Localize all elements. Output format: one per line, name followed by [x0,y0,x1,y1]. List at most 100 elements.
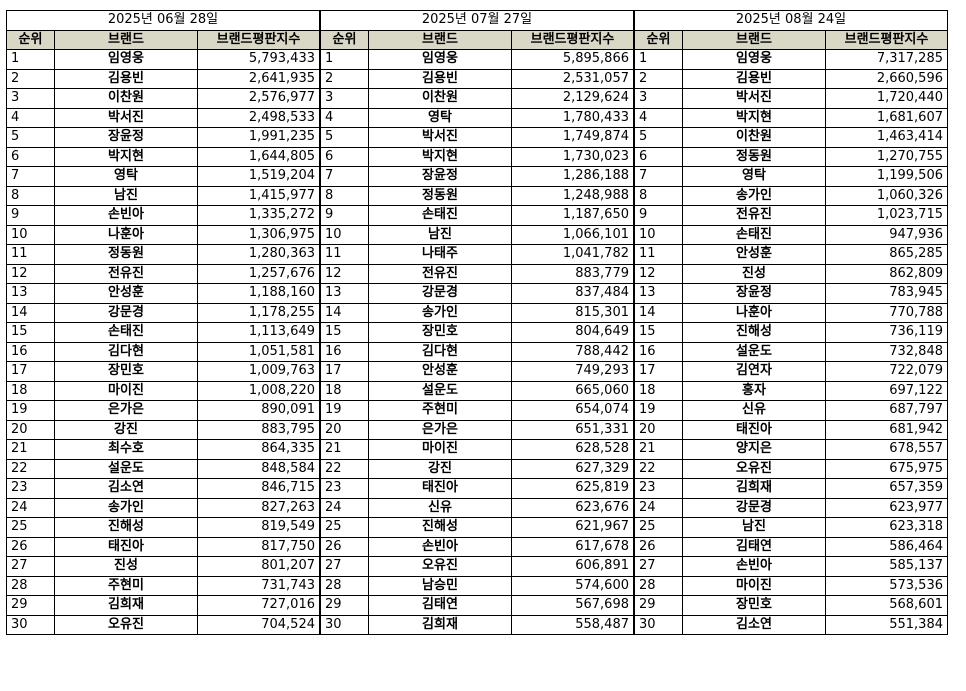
table-row: 26 김태연 586,464 [634,536,948,557]
ranking-table-3: 2025년 08월 24일 순위 브랜드 브랜드평판지수 1 임영웅 7,317,285 2 김… [634,10,948,635]
brand-cell: 남진 [682,517,826,538]
rank-cell: 17 [6,361,55,382]
brand-cell: 남승민 [368,575,512,596]
rank-cell: 8 [320,185,369,206]
rank-cell: 27 [6,556,55,577]
score-cell: 883,795 [197,419,320,440]
table-row: 9 손빈아 1,335,272 [6,205,320,226]
table-row: 12 전유진 883,779 [320,263,634,284]
brand-cell: 전유진 [368,263,512,284]
brand-cell: 장윤정 [682,283,826,304]
score-cell: 883,779 [511,263,634,284]
table-row: 16 김다현 1,051,581 [6,341,320,362]
table-row: 10 나훈아 1,306,975 [6,224,320,245]
rank-cell: 6 [6,146,55,167]
brand-cell: 설운도 [54,458,198,479]
period-date: 2025년 07월 27일 [320,10,634,31]
brand-cell: 진성 [682,263,826,284]
rank-cell: 22 [6,458,55,479]
brand-cell: 은가은 [368,419,512,440]
score-cell: 862,809 [825,263,948,284]
brand-cell: 마이진 [54,380,198,401]
score-header: 브랜드평판지수 [511,29,634,50]
ranking-table-1: 2025년 06월 28일 순위 브랜드 브랜드평판지수 1 임영웅 5,793,433 2 김… [6,10,320,635]
rank-cell: 21 [634,439,683,460]
date-row: 2025년 06월 28일 [6,10,320,31]
brand-cell: 김태연 [682,536,826,557]
rank-cell: 15 [320,322,369,343]
table-row: 13 안성훈 1,188,160 [6,283,320,304]
brand-cell: 진해성 [368,517,512,538]
score-cell: 551,384 [825,614,948,635]
table-row: 5 박서진 1,749,874 [320,127,634,148]
score-cell: 665,060 [511,380,634,401]
score-cell: 865,285 [825,244,948,265]
score-cell: 2,129,624 [511,88,634,109]
score-cell: 7,317,285 [825,49,948,70]
score-cell: 864,335 [197,439,320,460]
rank-cell: 16 [6,341,55,362]
score-cell: 1,270,755 [825,146,948,167]
rank-cell: 30 [6,614,55,635]
score-cell: 681,942 [825,419,948,440]
brand-cell: 영탁 [54,166,198,187]
table-row: 29 장민호 568,601 [634,595,948,616]
score-cell: 1,749,874 [511,127,634,148]
table-row: 14 송가인 815,301 [320,302,634,323]
brand-cell: 남진 [368,224,512,245]
rank-cell: 13 [634,283,683,304]
brand-cell: 나훈아 [682,302,826,323]
rank-cell: 26 [634,536,683,557]
score-cell: 804,649 [511,322,634,343]
score-cell: 2,641,935 [197,68,320,89]
score-cell: 770,788 [825,302,948,323]
brand-cell: 박서진 [368,127,512,148]
score-cell: 817,750 [197,536,320,557]
table-row: 9 손태진 1,187,650 [320,205,634,226]
score-cell: 1,051,581 [197,341,320,362]
table-row: 29 김태연 567,698 [320,595,634,616]
ranking-table-2: 2025년 07월 27일 순위 브랜드 브랜드평판지수 1 임영웅 5,895,866 2 김… [320,10,634,635]
brand-cell: 박지현 [682,107,826,128]
score-cell: 749,293 [511,361,634,382]
brand-cell: 오유진 [368,556,512,577]
brand-cell: 오유진 [682,458,826,479]
brand-cell: 손태진 [682,224,826,245]
table-row: 14 나훈아 770,788 [634,302,948,323]
brand-cell: 김다현 [368,341,512,362]
table-row: 25 남진 623,318 [634,517,948,538]
score-cell: 1,188,160 [197,283,320,304]
brand-cell: 영탁 [368,107,512,128]
score-cell: 1,041,782 [511,244,634,265]
brand-cell: 김희재 [54,595,198,616]
score-cell: 788,442 [511,341,634,362]
table-row: 10 남진 1,066,101 [320,224,634,245]
brand-cell: 손빈아 [54,205,198,226]
table-row: 1 임영웅 7,317,285 [634,49,948,70]
rank-cell: 19 [634,400,683,421]
score-cell: 722,079 [825,361,948,382]
score-cell: 1,060,326 [825,185,948,206]
brand-cell: 진해성 [54,517,198,538]
rank-cell: 13 [6,283,55,304]
table-row: 5 장윤정 1,991,235 [6,127,320,148]
table-row: 3 박서진 1,720,440 [634,88,948,109]
brand-cell: 홍자 [682,380,826,401]
brand-cell: 박지현 [368,146,512,167]
brand-cell: 손빈아 [682,556,826,577]
brand-cell: 강문경 [368,283,512,304]
rank-cell: 18 [320,380,369,401]
score-cell: 623,318 [825,517,948,538]
brand-cell: 손태진 [54,322,198,343]
score-cell: 1,720,440 [825,88,948,109]
rank-header: 순위 [320,29,369,50]
rank-cell: 6 [634,146,683,167]
score-cell: 628,528 [511,439,634,460]
table-row: 22 오유진 675,975 [634,458,948,479]
table-row: 6 박지현 1,730,023 [320,146,634,167]
score-cell: 623,676 [511,497,634,518]
score-cell: 736,119 [825,322,948,343]
brand-cell: 김희재 [682,478,826,499]
rank-cell: 23 [634,478,683,499]
brand-cell: 태진아 [368,478,512,499]
